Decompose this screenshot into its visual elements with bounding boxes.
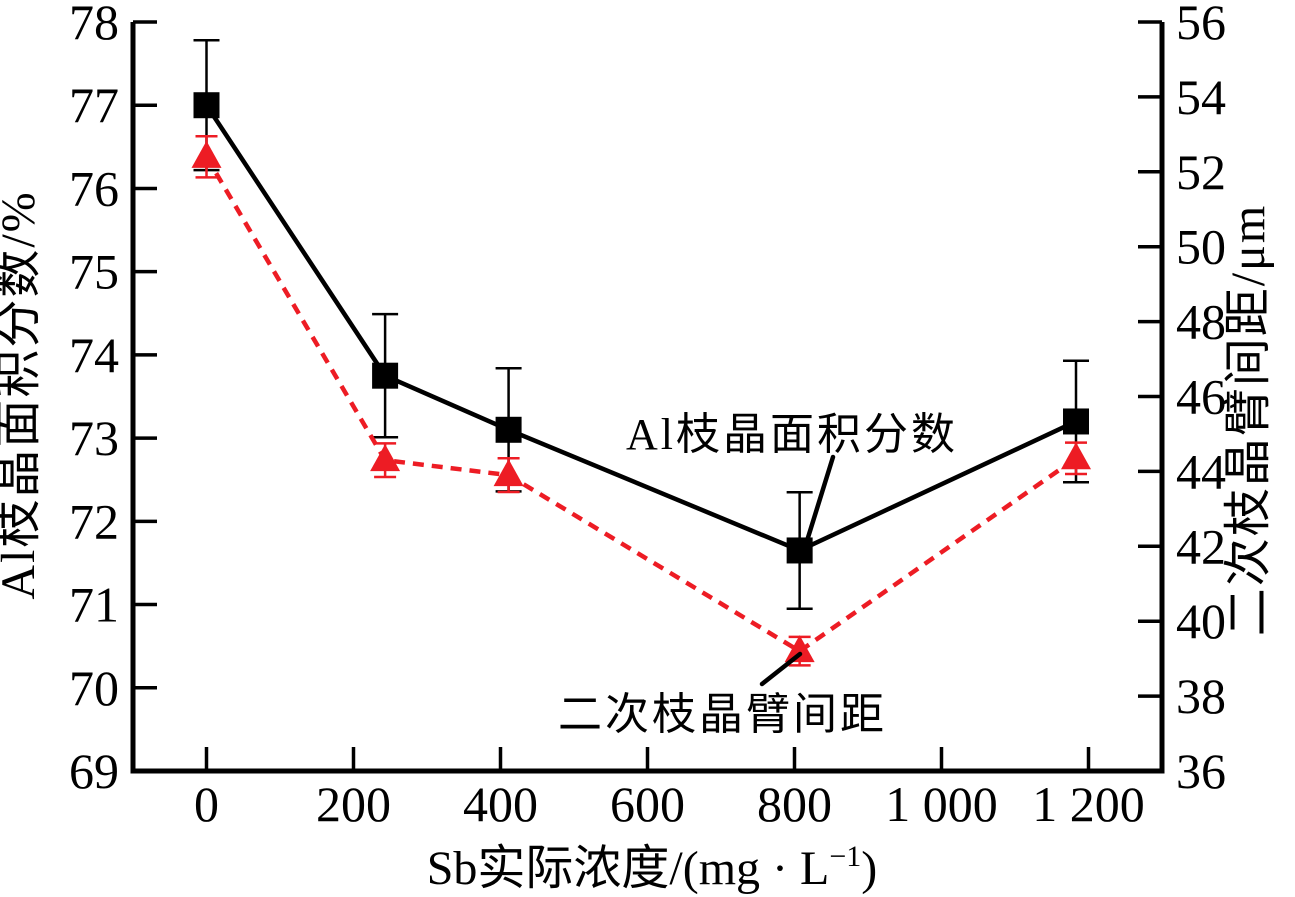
- marker-triangle: [493, 459, 524, 487]
- marker-triangle: [784, 635, 815, 663]
- series-line: [204, 103, 1077, 553]
- annotation-leader-line: [759, 651, 803, 687]
- marker-square: [1063, 408, 1090, 435]
- y-right-tick-label: 36: [1176, 743, 1226, 799]
- y-left-tick-label: 77: [69, 77, 119, 133]
- y-left-tick-label: 71: [69, 577, 119, 633]
- marker-square: [372, 362, 399, 389]
- y-right-tick-label: 46: [1176, 369, 1226, 425]
- marker-triangle: [370, 444, 401, 472]
- y-right-tick-label: 42: [1176, 518, 1226, 574]
- y-left-tick-label: 75: [69, 244, 119, 300]
- y-left-tick-label: 70: [69, 660, 119, 716]
- y-right-tick-label: 48: [1176, 294, 1226, 350]
- x-tick-label: 200: [316, 776, 391, 832]
- series-al-area-fraction: [193, 39, 1090, 610]
- marker-square: [193, 92, 220, 119]
- x-tick-label: 600: [610, 776, 685, 832]
- x-axis-title: Sb实际浓度/(mg · L−1): [427, 840, 878, 895]
- marker-triangle: [1061, 442, 1092, 470]
- marker-square: [495, 416, 522, 443]
- y-right-tick-label: 40: [1176, 593, 1226, 649]
- y-left-tick-label: 76: [69, 160, 119, 216]
- series-sdas: [191, 134, 1092, 667]
- y-left-tick-label: 74: [69, 327, 119, 383]
- y-right-tick-label: 44: [1176, 443, 1226, 499]
- annotation-label: 二次枝晶臂间距: [558, 690, 887, 739]
- annotation-label: Al枝晶面积分数: [626, 410, 958, 459]
- y-left-tick-label: 78: [69, 0, 119, 50]
- y-left-tick-label: 69: [69, 743, 119, 799]
- marker-triangle: [191, 140, 222, 168]
- x-tick-label: 1 200: [1032, 776, 1145, 832]
- y-right-tick-label: 38: [1176, 668, 1226, 724]
- y-left-axis-title: Al枝晶面积分数/%: [0, 190, 45, 599]
- y-left-tick-label: 73: [69, 410, 119, 466]
- y-right-tick-label: 56: [1176, 0, 1226, 50]
- y-right-tick-label: 54: [1176, 69, 1226, 125]
- annotation-leader-line: [803, 454, 836, 547]
- x-tick-label: 800: [757, 776, 832, 832]
- x-tick-label: 0: [194, 776, 219, 832]
- x-tick-label: 1 000: [885, 776, 998, 832]
- y-right-tick-label: 52: [1176, 144, 1226, 200]
- y-right-tick-label: 50: [1176, 219, 1226, 275]
- y-left-tick-label: 72: [69, 493, 119, 549]
- y-right-axis-title: 二次枝晶臂间距/μm: [1222, 204, 1275, 636]
- series-line: [204, 155, 1078, 654]
- x-tick-label: 400: [463, 776, 538, 832]
